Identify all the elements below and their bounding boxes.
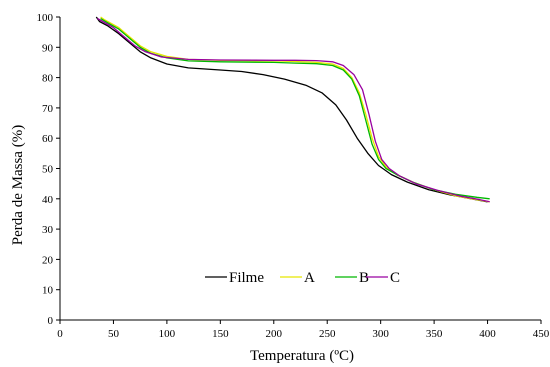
y-tick-label: 10: [42, 285, 54, 297]
series-line-filme: [95, 16, 488, 203]
y-tick-label: 100: [37, 12, 54, 24]
x-tick-label: 50: [108, 328, 120, 340]
x-tick-label: 200: [266, 328, 283, 340]
y-tick-label: 80: [42, 73, 54, 85]
y-tick-label: 90: [42, 42, 54, 54]
y-tick-label: 30: [42, 224, 54, 236]
x-tick-label: 300: [372, 328, 389, 340]
x-tick-label: 350: [426, 328, 443, 340]
y-tick-label: 70: [42, 103, 54, 115]
x-tick-label: 250: [319, 328, 336, 340]
x-axis-title: Temperatura (ºC): [250, 348, 354, 364]
y-axis-title: Perda de Massa (%): [10, 125, 26, 245]
legend-label-b: B: [359, 270, 369, 286]
y-tick-label: 40: [42, 194, 54, 206]
y-tick-label: 50: [42, 164, 54, 176]
y-tick-label: 60: [42, 133, 54, 145]
legend-label-c: C: [390, 270, 400, 286]
y-tick-label: 20: [42, 254, 54, 266]
x-tick-label: 0: [57, 328, 63, 340]
series-lines: [95, 16, 490, 203]
y-tick-label: 0: [48, 315, 54, 327]
x-tick-label: 100: [159, 328, 176, 340]
legend-label-a: A: [304, 270, 315, 286]
series-line-b: [100, 17, 490, 200]
legend-label-filme: Filme: [229, 270, 264, 286]
x-tick-label: 400: [479, 328, 496, 340]
series-line-a: [100, 16, 490, 203]
legend: Filme A B C: [205, 270, 400, 286]
x-tick-label: 150: [212, 328, 229, 340]
x-tick-label: 450: [533, 328, 550, 340]
series-line-c: [97, 17, 490, 203]
axes: 0 10 20 30 40 50 60 70 80 90 100 0 50 100 150 200 250 300…: [37, 12, 550, 340]
